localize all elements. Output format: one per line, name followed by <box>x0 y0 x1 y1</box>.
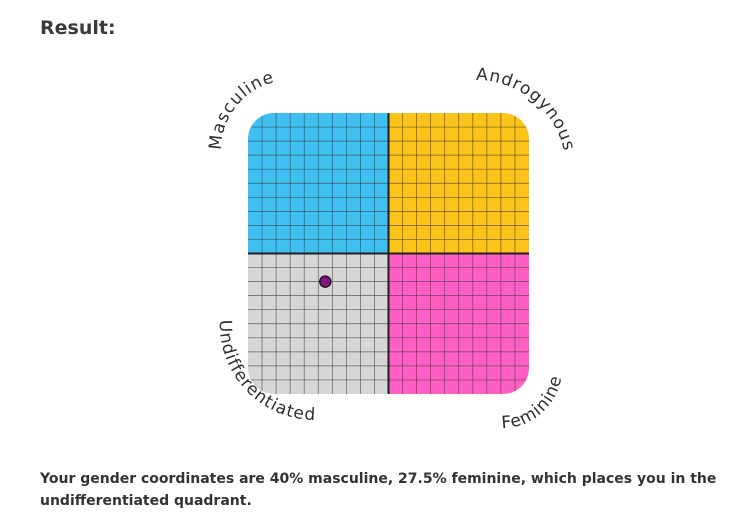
grid-lines <box>248 113 529 394</box>
result-summary: Your gender coordinates are 40% masculin… <box>40 471 717 509</box>
result-point <box>319 275 332 288</box>
quadrant-grid <box>248 113 529 394</box>
result-heading: Result: <box>40 17 116 39</box>
